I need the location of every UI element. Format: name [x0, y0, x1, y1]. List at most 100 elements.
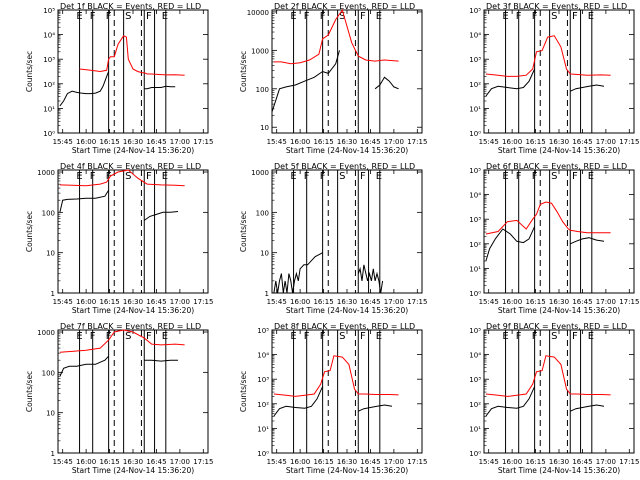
series-lld-red [273, 8, 399, 65]
series-lld-red [485, 201, 611, 235]
panel-title: Det 3f BLACK = Events, RED = LLD [486, 2, 627, 11]
marker-label: E [376, 171, 382, 182]
x-tick-label: 17:15 [193, 138, 213, 146]
marker-label: E [290, 331, 296, 342]
marker-label: S [125, 11, 131, 22]
x-tick-label: 16:30 [337, 298, 357, 306]
series-events-black [144, 85, 176, 90]
series-lld-red [485, 35, 611, 77]
marker-label: E [290, 11, 296, 22]
marker-label: F [304, 331, 310, 342]
y-tick-label: 10⁵ [469, 327, 481, 335]
x-tick-label: 16:30 [549, 298, 569, 306]
x-tick-label: 16:45 [146, 458, 166, 466]
series-lld-red [79, 35, 185, 76]
y-tick-label: 10 [46, 410, 55, 418]
y-tick-label: 10⁵ [469, 7, 481, 15]
y-tick-label: 1000 [251, 169, 269, 177]
plot-frame [57, 169, 209, 294]
x-tick-label: 16:15 [99, 138, 119, 146]
x-tick-label: 17:15 [619, 298, 639, 306]
y-tick-label: 10⁵ [43, 7, 55, 15]
marker-label: F [146, 11, 152, 22]
y-tick-label: 1000 [37, 329, 55, 337]
x-tick-label: 16:00 [502, 458, 522, 466]
series-events-black [273, 386, 324, 417]
x-tick-label: 16:15 [99, 298, 119, 306]
y-tick-label: 1000 [37, 169, 55, 177]
x-axis-label: Start Time (24-Nov-14 15:36:20) [72, 306, 194, 315]
x-tick-label: 17:00 [596, 298, 616, 306]
y-tick-label: 10³ [469, 216, 481, 224]
x-tick-label: 16:30 [337, 138, 357, 146]
marker-label: F [320, 11, 326, 22]
marker-label: F [572, 331, 578, 342]
y-tick-label: 10¹ [469, 105, 481, 113]
x-tick-label: 17:15 [407, 138, 427, 146]
y-tick-label: 100 [256, 209, 269, 217]
marker-label: E [76, 171, 82, 182]
x-tick-label: 16:45 [572, 138, 592, 146]
plot-frame [271, 329, 423, 454]
marker-label: F [572, 171, 578, 182]
y-tick-label: 10 [260, 124, 269, 132]
x-tick-label: 17:00 [170, 458, 190, 466]
x-tick-label: 15:45 [53, 298, 73, 306]
marker-label: F [90, 171, 96, 182]
series-events-black [358, 404, 393, 412]
series-events-black [485, 386, 536, 417]
x-tick-label: 16:45 [572, 298, 592, 306]
y-axis-label: Counts/sec [239, 371, 248, 412]
y-tick-label: 10¹ [469, 425, 481, 433]
plot-frame [483, 329, 635, 454]
series-lld-red [59, 169, 185, 187]
marker-label: F [516, 171, 522, 182]
x-tick-label: 17:15 [619, 138, 639, 146]
marker-label: E [502, 171, 508, 182]
plot-frame [483, 9, 635, 134]
marker-label: E [588, 331, 594, 342]
x-tick-label: 15:45 [479, 138, 499, 146]
x-tick-label: 16:15 [313, 458, 333, 466]
x-tick-label: 16:45 [360, 298, 380, 306]
x-axis-label: Start Time (24-Nov-14 15:36:20) [72, 146, 194, 155]
series-lld-red [59, 329, 185, 353]
x-tick-label: 15:45 [53, 458, 73, 466]
marker-label: S [125, 171, 131, 182]
y-axis-label: Counts/sec [25, 211, 34, 252]
x-axis-label: Start Time (24-Nov-14 15:36:20) [286, 306, 408, 315]
y-tick-label: 10 [46, 250, 55, 258]
x-axis-label: Start Time (24-Nov-14 15:36:20) [286, 466, 408, 475]
x-tick-label: 16:15 [313, 298, 333, 306]
y-axis-label: Counts/sec [25, 51, 34, 92]
y-tick-label: 10¹ [43, 105, 55, 113]
y-tick-label: 10⁴ [43, 32, 55, 40]
y-tick-label: 1 [51, 290, 55, 298]
x-tick-label: 17:15 [407, 298, 427, 306]
series-events-black [485, 226, 536, 262]
y-tick-label: 10⁰ [257, 450, 269, 458]
y-tick-label: 10⁵ [257, 327, 269, 335]
y-axis-label: Counts/sec [239, 211, 248, 252]
series-events-black [374, 76, 399, 90]
y-tick-label: 1 [265, 290, 269, 298]
x-tick-label: 15:45 [479, 298, 499, 306]
x-tick-label: 16:30 [549, 138, 569, 146]
marker-label: S [551, 11, 557, 22]
x-tick-label: 17:15 [193, 458, 213, 466]
x-tick-label: 17:00 [596, 458, 616, 466]
marker-label: S [339, 331, 345, 342]
y-tick-label: 100 [42, 369, 55, 377]
x-tick-label: 16:00 [290, 458, 310, 466]
y-tick-label: 10² [469, 401, 481, 409]
marker-label: E [376, 11, 382, 22]
x-tick-label: 16:45 [360, 138, 380, 146]
series-events-black [59, 71, 110, 107]
y-tick-label: 10⁴ [469, 192, 481, 200]
marker-label: E [76, 11, 82, 22]
x-tick-label: 16:30 [123, 458, 143, 466]
x-tick-label: 16:15 [525, 298, 545, 306]
marker-label: F [360, 11, 366, 22]
